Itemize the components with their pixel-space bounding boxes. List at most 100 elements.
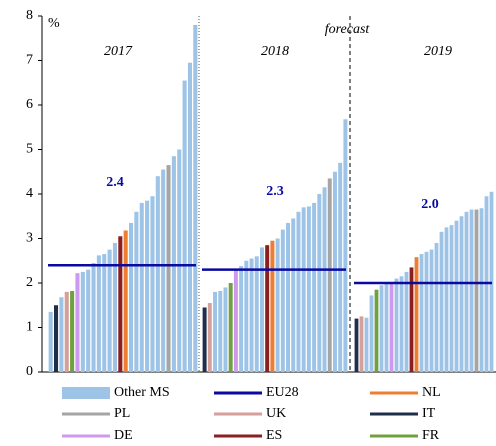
legend-label: ES [266,428,282,443]
bar [182,80,187,373]
legend-swatch [62,387,110,399]
y-tick-label: 3 [26,231,33,246]
bar [64,291,69,372]
bar [270,240,275,372]
bar [254,256,259,372]
bar [202,307,207,372]
y-tick-label: 2 [26,275,33,290]
bar [102,254,107,372]
eu28-label: 2.4 [106,175,124,190]
bar [444,227,449,372]
bar [479,208,484,372]
bar [145,200,150,372]
eu28-label: 2.0 [421,197,439,212]
bar [166,165,171,372]
bar [129,222,134,372]
legend-label: Other MS [114,385,170,400]
bar [265,245,270,372]
bar [434,242,439,372]
bar [369,295,374,372]
legend-label: PL [114,406,130,421]
bar [429,249,434,372]
bar [464,211,469,372]
bar [359,316,364,372]
legend-label: IT [422,406,436,421]
legend-label: DE [114,428,133,443]
bar [48,311,53,372]
bar [404,271,409,372]
bar [409,267,414,372]
forecast-label: forecast [325,22,371,37]
y-tick-label: 7 [26,53,33,68]
bar [379,285,384,372]
y-tick-label: 4 [26,186,33,201]
bar [374,289,379,372]
bar [275,238,280,372]
bar [59,297,64,372]
bar [306,206,311,372]
bar [439,231,444,372]
bar [233,269,238,372]
bar [322,187,327,372]
bar [239,266,244,372]
bar [291,218,296,372]
bar [218,291,223,372]
bar [134,211,139,372]
bar [399,276,404,372]
bar [469,209,474,372]
bar [213,291,218,372]
bar [424,251,429,372]
bar [454,220,459,372]
bar [223,287,228,372]
bar [161,169,166,372]
bar [177,149,182,372]
legend-label: NL [422,385,441,400]
bar [364,317,369,372]
bar [75,273,80,372]
y-unit: % [48,16,60,31]
bar [449,225,454,372]
y-tick-label: 0 [26,364,33,379]
bar [118,236,123,372]
bar [139,202,144,372]
bar [384,283,389,372]
bar [296,211,301,372]
bar [150,196,155,372]
bar [244,260,249,372]
bar [317,194,322,372]
bar [80,271,85,372]
bar [354,318,359,372]
bar [301,207,306,372]
bar [414,257,419,372]
bar [70,291,75,372]
y-tick-label: 1 [26,320,33,335]
bar [419,254,424,372]
bar [280,229,285,372]
bar [332,171,337,372]
bar [249,258,254,372]
panel-label: 2017 [104,44,133,59]
bar [259,247,264,372]
y-tick-label: 6 [26,97,33,112]
bar [474,209,479,372]
bar [54,305,59,372]
bar [228,283,233,372]
eu28-label: 2.3 [266,184,284,199]
bar [394,278,399,372]
bar [112,242,117,372]
legend-label: EU28 [266,385,299,400]
bar [312,202,317,372]
bar [459,216,464,372]
bar [86,269,91,372]
bar [96,255,101,372]
bar [193,24,198,373]
bar [91,262,96,372]
bar [187,62,192,372]
bar [338,162,343,372]
y-tick-label: 8 [26,8,33,23]
bar [123,230,128,372]
panel-label: 2018 [261,44,289,59]
legend-label: FR [422,428,440,443]
bar [389,283,394,372]
